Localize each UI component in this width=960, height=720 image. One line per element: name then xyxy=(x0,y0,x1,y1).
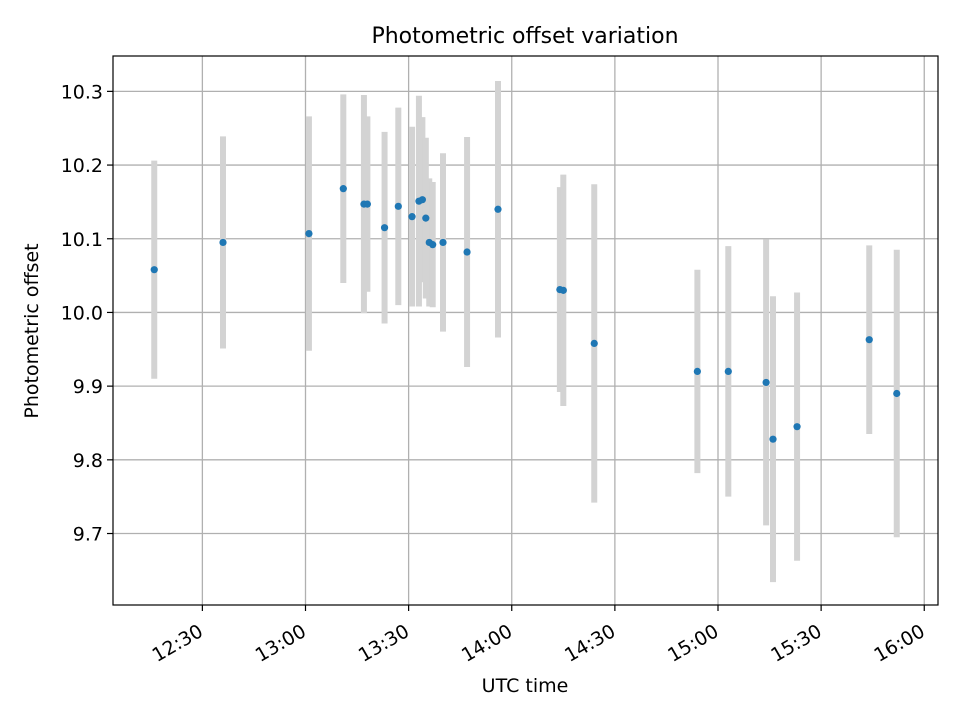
data-point xyxy=(429,241,437,249)
x-tick-label: 15:00 xyxy=(664,620,722,666)
data-point xyxy=(762,378,770,387)
grid xyxy=(113,56,938,605)
data-point xyxy=(150,266,158,274)
data-point xyxy=(422,214,430,222)
y-tick-label: 9.7 xyxy=(73,524,103,546)
x-tick-label: 14:30 xyxy=(561,620,619,666)
y-axis-ticks: 9.7 9.8 9.9 10.0 10.1 10.2 10.3 xyxy=(61,81,113,546)
y-tick-label: 9.9 xyxy=(73,376,103,398)
x-tick-label: 13:00 xyxy=(252,620,310,666)
data-point xyxy=(769,435,777,443)
data-point xyxy=(463,248,471,256)
y-tick-label: 10.1 xyxy=(61,229,103,251)
data-points xyxy=(150,185,901,443)
plot-frame xyxy=(112,55,939,606)
y-tick-label: 9.8 xyxy=(73,450,103,472)
data-point xyxy=(394,202,402,210)
data-point xyxy=(339,185,347,193)
y-tick-label: 10.3 xyxy=(61,81,103,103)
data-point xyxy=(439,238,447,247)
x-tick-label: 16:00 xyxy=(870,620,928,666)
data-point xyxy=(408,213,416,221)
chart-title: Photometric offset variation xyxy=(371,24,678,49)
data-point xyxy=(305,229,313,238)
x-axis-label: UTC time xyxy=(482,675,569,697)
data-point xyxy=(793,423,801,431)
data-point xyxy=(380,224,389,232)
x-tick-label: 12:30 xyxy=(148,620,206,666)
y-tick-label: 10.0 xyxy=(61,302,103,324)
data-point xyxy=(590,339,598,347)
data-point xyxy=(893,389,901,398)
x-tick-label: 15:30 xyxy=(767,620,825,666)
data-point xyxy=(219,238,227,247)
data-point xyxy=(693,367,701,375)
data-point xyxy=(865,336,873,344)
error-bars xyxy=(151,81,900,583)
data-point xyxy=(494,205,502,213)
data-point xyxy=(559,286,567,294)
data-point xyxy=(724,367,732,375)
x-tick-label: 13:30 xyxy=(355,620,413,666)
data-point xyxy=(418,196,426,204)
y-tick-label: 10.2 xyxy=(61,155,103,177)
data-point xyxy=(363,200,371,208)
x-tick-label: 14:00 xyxy=(458,620,516,666)
y-axis-label: Photometric offset xyxy=(21,243,43,418)
x-axis-ticks: 12:30 13:00 13:30 14:00 14:30 15:00 15:30 16:00 xyxy=(148,605,929,667)
